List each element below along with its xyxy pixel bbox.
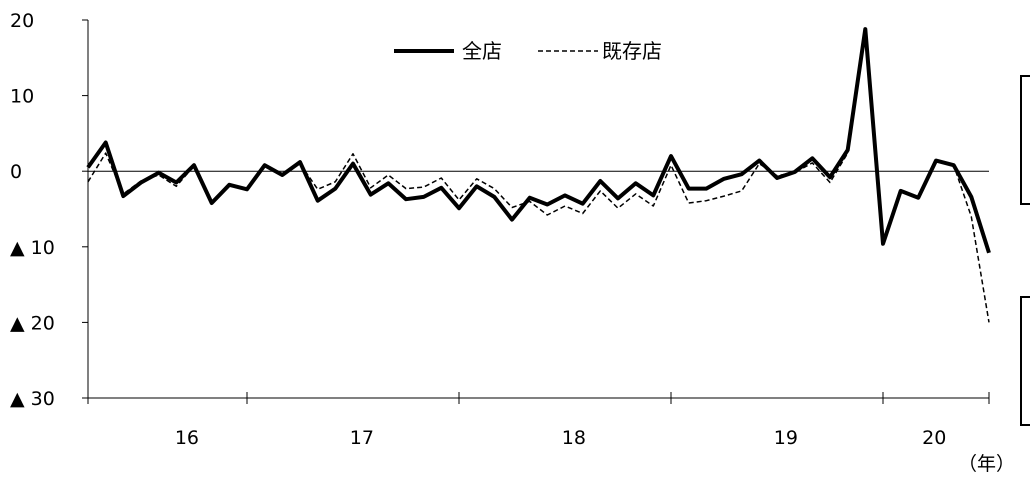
y-tick-label: 0 (10, 161, 22, 183)
x-axis-unit-label: （年） (958, 453, 1015, 475)
legend: 全店 既存店 (394, 39, 662, 63)
legend-label-existing-stores: 既存店 (602, 39, 662, 63)
legend-label-all-stores: 全店 (462, 39, 502, 63)
y-tick-label: 10 (10, 86, 34, 108)
y-tick-label: ▲ 30 (10, 388, 55, 410)
y-tick-label: ▲ 20 (10, 312, 55, 334)
x-tick-label: 20 (922, 427, 946, 449)
tick-label-layer: 20 10 0 ▲ 10 ▲ 20 ▲ 30 16 17 18 19 20 (10, 10, 946, 449)
annotation-box-upper (1020, 75, 1030, 205)
series-line-existing-stores (87, 28, 990, 323)
axes-layer (82, 19, 990, 404)
y-tick-label: 20 (10, 10, 34, 32)
annotation-box-lower (1020, 296, 1030, 426)
x-tick-label: 16 (175, 427, 199, 449)
y-tick-label: ▲ 10 (10, 237, 55, 259)
x-tick-label: 18 (562, 427, 586, 449)
series-line-all-stores (86, 27, 991, 254)
x-tick-label: 17 (350, 427, 374, 449)
series-layer (86, 27, 991, 323)
x-tick-label: 19 (774, 427, 798, 449)
